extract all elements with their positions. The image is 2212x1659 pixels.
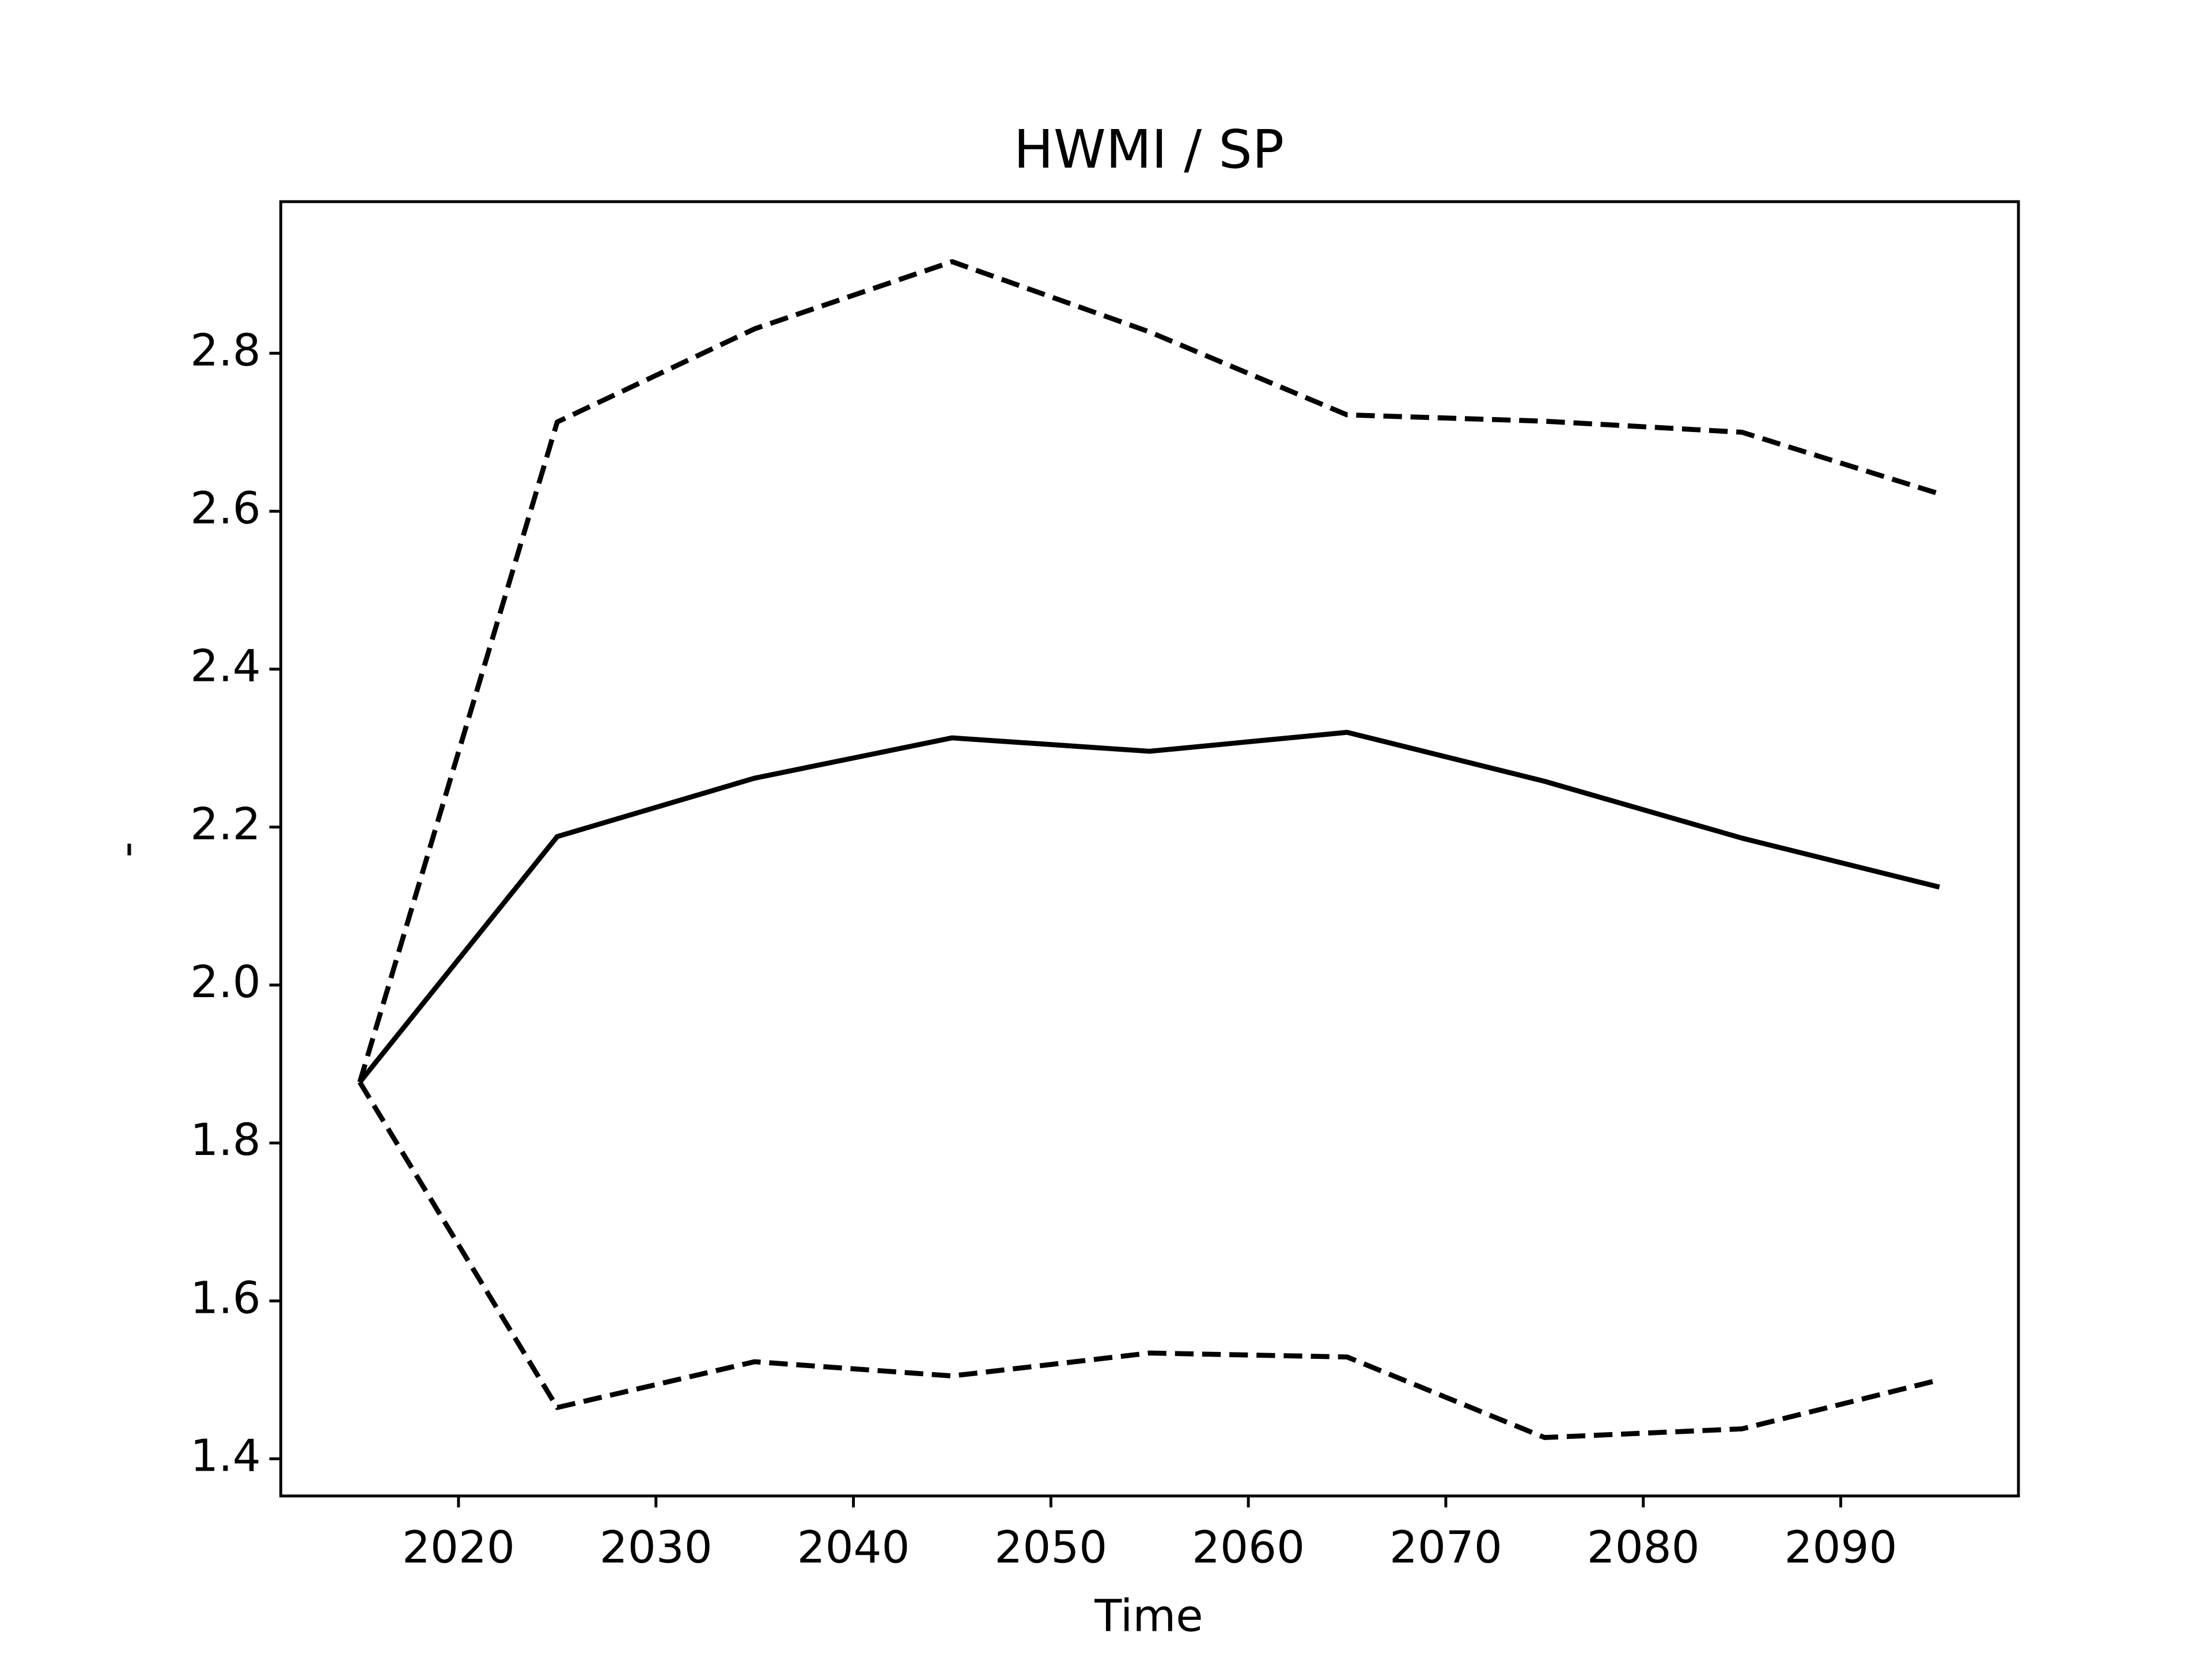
y-tick-label: 2.8	[190, 325, 260, 376]
x-tick-label: 2040	[797, 1522, 910, 1573]
y-tick-label: 1.6	[190, 1272, 260, 1324]
y-tick-label: 1.4	[190, 1431, 260, 1482]
y-tick-label: 2.6	[190, 483, 260, 534]
y-tick-label: 2.0	[190, 957, 260, 1008]
x-tick-label: 2060	[1192, 1522, 1305, 1573]
line-series	[358, 729, 1940, 1084]
x-tick-label: 2070	[1389, 1522, 1502, 1573]
line-series	[357, 1081, 1940, 1440]
x-tick-label: 2090	[1785, 1522, 1897, 1573]
y-tick-label: 2.4	[190, 641, 260, 692]
y-tick-label: 1.8	[190, 1115, 260, 1166]
chart-title: HWMI / SP	[1014, 119, 1284, 180]
x-tick-label: 2020	[402, 1522, 515, 1573]
x-tick-label: 2080	[1587, 1522, 1700, 1573]
y-axis-label: -	[101, 842, 152, 858]
x-tick-label: 2030	[600, 1522, 713, 1573]
line-series	[357, 259, 1941, 1083]
x-axis-label: Time	[1094, 1590, 1203, 1642]
y-tick-label: 2.2	[190, 799, 260, 850]
x-tick-label: 2050	[994, 1522, 1107, 1573]
plot-frame	[279, 200, 2020, 1498]
